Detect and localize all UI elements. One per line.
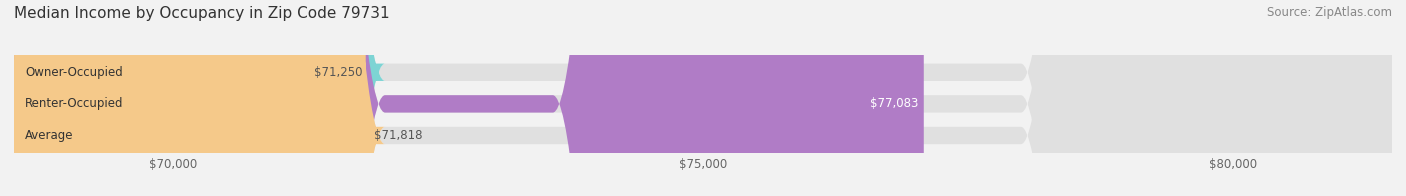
Text: Renter-Occupied: Renter-Occupied: [25, 97, 124, 110]
Text: Owner-Occupied: Owner-Occupied: [25, 66, 122, 79]
Text: Median Income by Occupancy in Zip Code 79731: Median Income by Occupancy in Zip Code 7…: [14, 6, 389, 21]
FancyBboxPatch shape: [0, 0, 385, 196]
FancyBboxPatch shape: [14, 0, 1392, 196]
Text: $77,083: $77,083: [870, 97, 918, 110]
FancyBboxPatch shape: [0, 0, 385, 196]
FancyBboxPatch shape: [14, 0, 1392, 196]
Text: Average: Average: [25, 129, 73, 142]
Text: $71,818: $71,818: [374, 129, 423, 142]
FancyBboxPatch shape: [14, 0, 1392, 196]
FancyBboxPatch shape: [14, 0, 924, 196]
Text: $71,250: $71,250: [314, 66, 363, 79]
Text: Source: ZipAtlas.com: Source: ZipAtlas.com: [1267, 6, 1392, 19]
